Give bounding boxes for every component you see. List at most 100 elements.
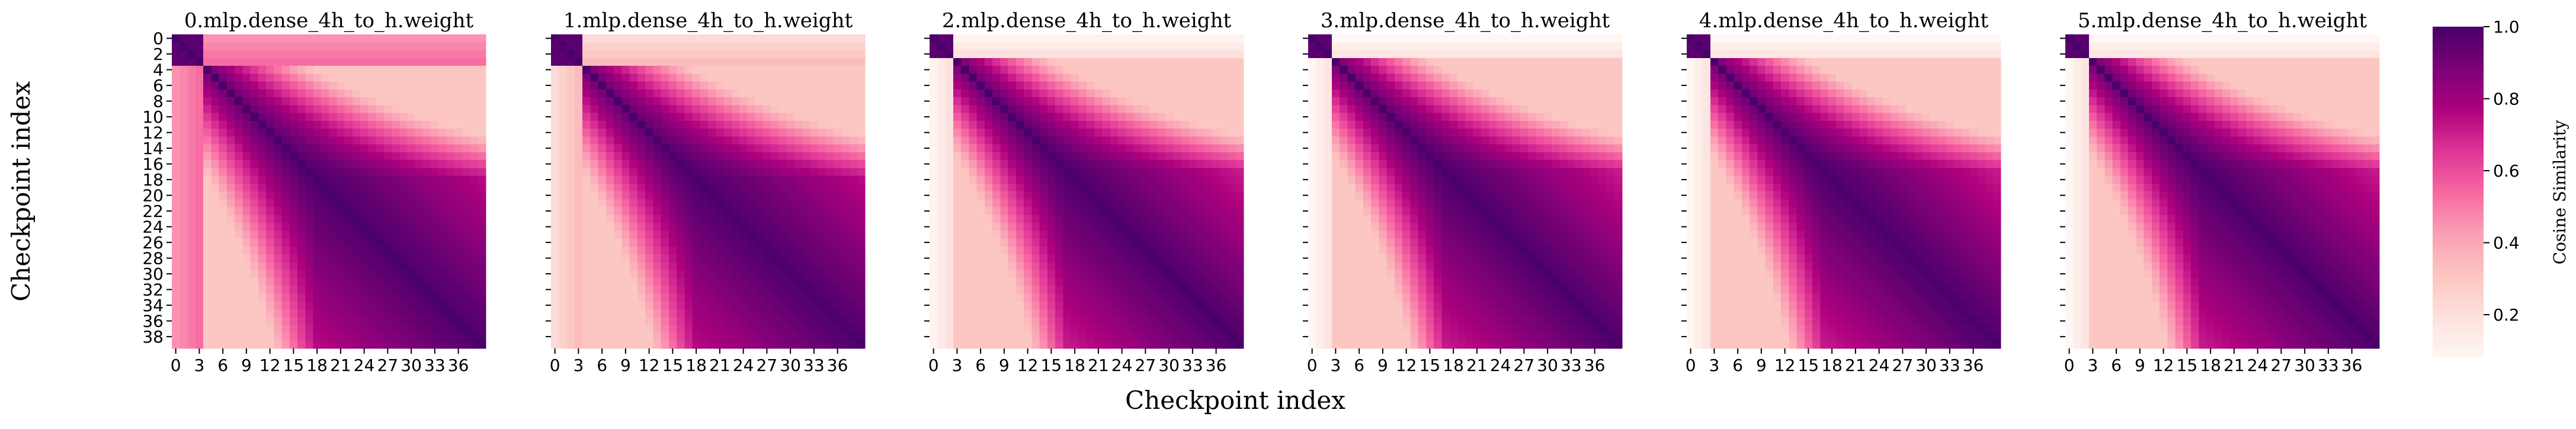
heatmap-cell <box>645 58 653 66</box>
heatmap-cell <box>266 97 274 105</box>
heatmap-cell <box>258 176 267 184</box>
heatmap-cell <box>203 160 212 168</box>
heatmap-cell <box>1157 270 1165 278</box>
heatmap-cell <box>841 97 850 105</box>
heatmap-cell <box>196 152 204 161</box>
heatmap-cell <box>1110 129 1119 137</box>
heatmap-cell <box>614 199 622 207</box>
heatmap-cell <box>716 309 724 318</box>
heatmap-cell <box>739 97 748 105</box>
heatmap-cell <box>1220 184 1228 192</box>
heatmap-cell <box>1142 309 1150 318</box>
heatmap-cell <box>755 34 764 43</box>
heatmap-cell <box>1149 58 1158 66</box>
heatmap-cell <box>470 262 479 270</box>
heatmap-cell <box>567 82 575 90</box>
heatmap-cell <box>826 89 834 98</box>
heatmap-cell <box>1000 333 1008 341</box>
heatmap-cell <box>946 121 954 129</box>
heatmap-cell <box>700 333 709 341</box>
heatmap-cell <box>1055 136 1063 145</box>
heatmap-cell <box>337 168 345 176</box>
heatmap-cell <box>321 309 329 318</box>
heatmap-cell <box>423 215 431 223</box>
heatmap-cell <box>1040 73 1048 82</box>
heatmap-cell <box>834 184 842 192</box>
heatmap-cell <box>857 199 866 207</box>
heatmap-cell <box>251 309 259 318</box>
heatmap-cell <box>1024 145 1032 153</box>
heatmap-cell <box>985 230 993 239</box>
heatmap-cell <box>297 42 306 50</box>
heatmap-cell <box>1165 73 1174 82</box>
heatmap-cell <box>368 302 376 310</box>
heatmap-cell <box>551 160 559 168</box>
heatmap-cell <box>969 207 977 216</box>
heatmap-cell <box>771 302 779 310</box>
heatmap-cell <box>1031 223 1040 231</box>
heatmap-cell <box>227 239 235 247</box>
heatmap-cell <box>345 333 353 341</box>
heatmap-cell <box>567 293 575 302</box>
heatmap-cell <box>598 302 607 310</box>
heatmap-cell <box>274 286 282 294</box>
heatmap-cell <box>227 262 235 270</box>
heatmap-cell <box>1173 136 1181 145</box>
heatmap-cell <box>447 207 455 216</box>
heatmap-cell <box>1157 168 1165 176</box>
heatmap-cell <box>826 73 834 82</box>
heatmap-cell <box>203 152 212 161</box>
heatmap-cell <box>810 215 818 223</box>
heatmap-cell <box>1071 191 1079 200</box>
heatmap-cell <box>360 50 369 59</box>
heatmap-cell <box>716 152 724 161</box>
heatmap-cell <box>1071 129 1079 137</box>
heatmap-cell <box>297 286 306 294</box>
heatmap-cell <box>305 58 313 66</box>
heatmap-cell <box>274 341 282 349</box>
heatmap-cell <box>1079 293 1087 302</box>
heatmap-cell <box>266 136 274 145</box>
heatmap-cell <box>227 129 235 137</box>
heatmap-cell <box>582 207 591 216</box>
heatmap-cell <box>313 113 322 121</box>
heatmap-cell <box>1157 136 1165 145</box>
heatmap-cell <box>755 191 764 200</box>
heatmap-cell <box>431 262 439 270</box>
heatmap-cell <box>763 145 771 153</box>
heatmap-cell <box>360 160 369 168</box>
heatmap-cell <box>1055 145 1063 153</box>
heatmap-cell <box>930 168 938 176</box>
heatmap-cell <box>290 286 298 294</box>
heatmap-cell <box>1126 262 1134 270</box>
heatmap-cell <box>368 325 376 333</box>
heatmap-cell <box>1063 168 1071 176</box>
heatmap-cell <box>392 239 400 247</box>
heatmap-cell <box>937 246 946 255</box>
heatmap-cell <box>1008 34 1017 43</box>
heatmap-cell <box>850 176 858 184</box>
heatmap-cell <box>1008 58 1017 66</box>
heatmap-cell <box>969 293 977 302</box>
heatmap-cell <box>1094 176 1103 184</box>
heatmap-cell <box>630 199 638 207</box>
heatmap-cell <box>454 82 463 90</box>
heatmap-cell <box>251 42 259 50</box>
heatmap-cell <box>992 58 1001 66</box>
heatmap-cell <box>653 184 661 192</box>
heatmap-cell <box>630 270 638 278</box>
heatmap-cell <box>606 129 614 137</box>
heatmap-cell <box>203 246 212 255</box>
heatmap-cell <box>172 113 180 121</box>
heatmap-cell <box>755 246 764 255</box>
heatmap-cell <box>1087 309 1095 318</box>
heatmap-cell <box>1228 239 1236 247</box>
heatmap-cell <box>329 66 337 74</box>
heatmap-cell <box>329 199 337 207</box>
heatmap-cell <box>290 293 298 302</box>
heatmap-cell <box>930 317 938 325</box>
heatmap-cell <box>930 270 938 278</box>
heatmap-cell <box>771 199 779 207</box>
heatmap-cell <box>1188 254 1197 262</box>
heatmap-cell <box>478 293 486 302</box>
